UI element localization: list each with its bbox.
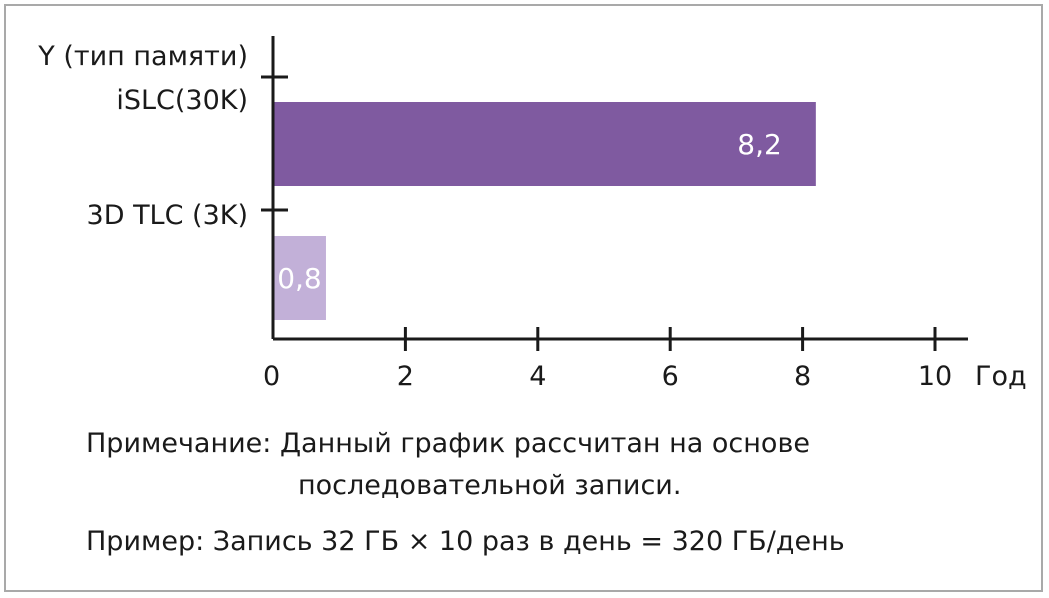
bar-value-label-0: 8,2 (737, 128, 782, 161)
y-tick-label-0: iSLC(30K) (116, 85, 248, 116)
y-tick-label-1: 3D TLC (3K) (87, 200, 248, 231)
x-tick-label-0: 0 (263, 361, 280, 392)
x-ticks-group: 0 2 4 6 8 10 (263, 327, 952, 392)
x-axis-label: Год (975, 361, 1027, 392)
chart-note-line-1: Примечание: Данный график рассчитан на о… (86, 428, 810, 459)
y-axis-label: Y (тип памяти) (37, 41, 248, 72)
chart-example: Пример: Запись 32 ГБ × 10 раз в день = 3… (86, 526, 845, 557)
y-ticks-group: iSLC(30K) 3D TLC (3K) (87, 75, 288, 231)
bars-group: 8,2 0,8 (273, 102, 816, 320)
x-tick-label-3: 6 (662, 361, 679, 392)
bar-0 (273, 102, 816, 186)
bar-value-label-1: 0,8 (277, 262, 322, 295)
x-tick-label-2: 4 (529, 361, 546, 392)
chart-note-line-2: последовательной записи. (298, 470, 682, 501)
x-tick-label-5: 10 (918, 361, 952, 392)
bar-1 (273, 236, 326, 320)
x-tick-label-1: 2 (397, 361, 414, 392)
x-tick-label-4: 8 (794, 361, 811, 392)
